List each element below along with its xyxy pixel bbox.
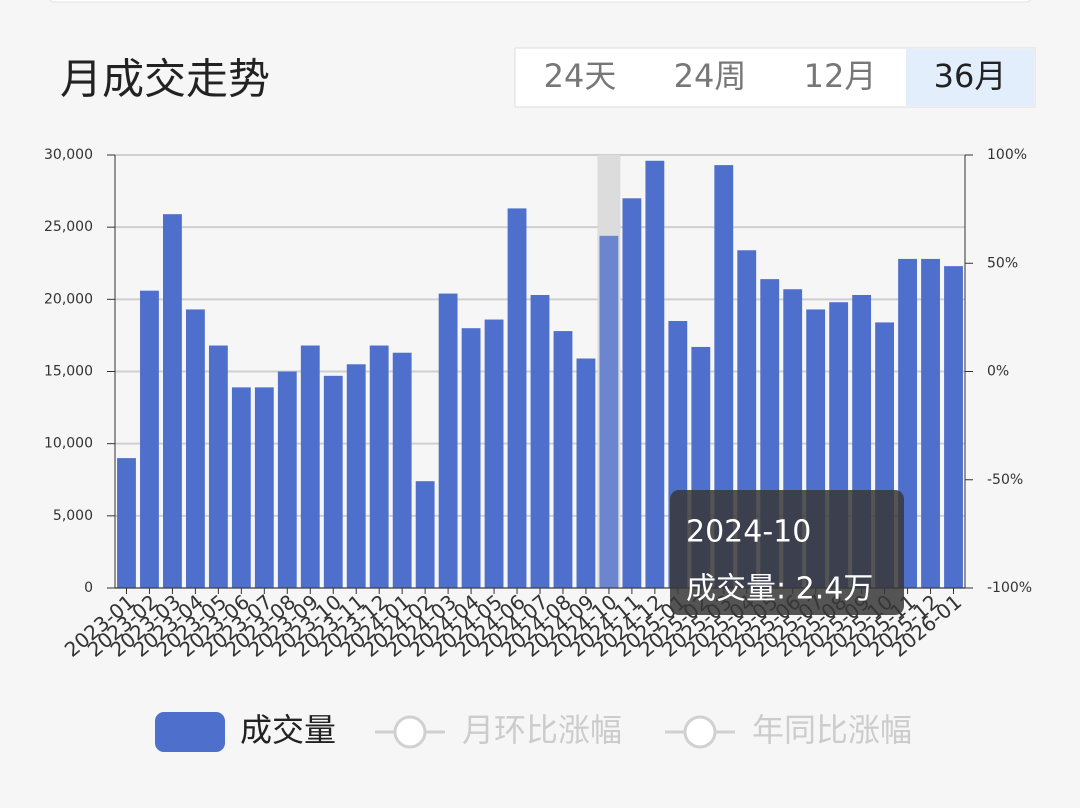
bar bbox=[369, 345, 389, 588]
y-tick-label: 30,000 bbox=[44, 147, 93, 163]
y2-tick-label: 0% bbox=[987, 364, 1009, 380]
bar bbox=[530, 295, 550, 588]
y-tick-label: 5,000 bbox=[53, 508, 93, 524]
bar bbox=[208, 345, 228, 588]
tab[interactable]: 24天 bbox=[544, 57, 617, 95]
bar bbox=[576, 358, 596, 588]
bar bbox=[645, 160, 665, 589]
tab[interactable]: 12月 bbox=[804, 57, 877, 95]
bar bbox=[140, 290, 159, 588]
bar bbox=[231, 387, 251, 588]
bar bbox=[163, 214, 182, 588]
y2-tick-label: 50% bbox=[987, 255, 1018, 271]
bar bbox=[438, 293, 458, 588]
tab-active-bg bbox=[906, 49, 1034, 106]
tab[interactable]: 24周 bbox=[674, 57, 747, 95]
y2-tick-label: -50% bbox=[987, 472, 1023, 488]
legend-label[interactable]: 成交量 bbox=[240, 711, 336, 749]
tooltip-bg bbox=[670, 490, 904, 615]
bar bbox=[484, 319, 504, 588]
bar bbox=[599, 235, 619, 588]
y-tick-label: 15,000 bbox=[44, 364, 93, 380]
y-tick-label: 25,000 bbox=[44, 219, 93, 235]
bar bbox=[392, 352, 412, 588]
bar bbox=[300, 345, 320, 588]
tooltip-label: 成交量: 2.4万 bbox=[686, 572, 873, 607]
chart-title: 月成交走势 bbox=[60, 55, 270, 104]
bar bbox=[714, 165, 734, 588]
bar bbox=[277, 371, 297, 588]
bar bbox=[553, 331, 573, 588]
bar bbox=[185, 309, 205, 588]
legend-swatch bbox=[155, 712, 225, 752]
legend-marker bbox=[683, 715, 717, 749]
legend-marker bbox=[393, 715, 427, 749]
bar bbox=[117, 458, 136, 588]
bar bbox=[346, 364, 366, 588]
top-card bbox=[48, 0, 1032, 3]
y-tick-label: 20,000 bbox=[44, 291, 93, 307]
y2-tick-label: 100% bbox=[987, 147, 1027, 163]
legend-label[interactable]: 年同比涨幅 bbox=[752, 711, 912, 749]
bar bbox=[254, 387, 274, 588]
bar bbox=[461, 328, 481, 588]
bar bbox=[323, 375, 343, 588]
tooltip-title: 2024-10 bbox=[686, 515, 811, 550]
y2-tick-label: -100% bbox=[987, 580, 1032, 596]
bar bbox=[921, 258, 940, 588]
legend-label[interactable]: 月环比涨幅 bbox=[462, 711, 622, 749]
tab[interactable]: 36月 bbox=[934, 57, 1007, 95]
bar bbox=[622, 198, 642, 589]
bar bbox=[415, 481, 435, 588]
y-tick-label: 10,000 bbox=[44, 436, 93, 452]
bar bbox=[507, 208, 527, 589]
y-tick-label: 0 bbox=[84, 580, 93, 596]
bar bbox=[944, 266, 963, 588]
